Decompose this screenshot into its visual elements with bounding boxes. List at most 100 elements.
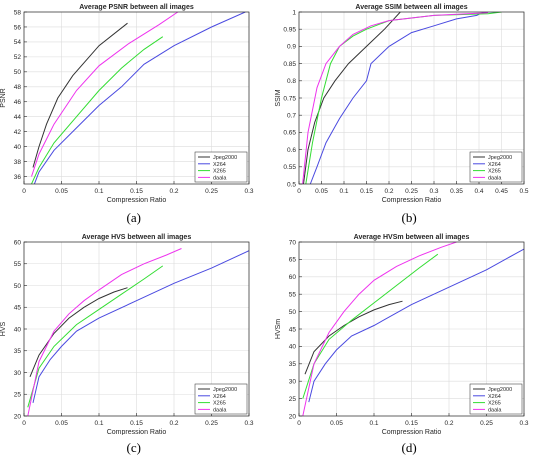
legend-entry: Jpeg2000 <box>213 387 237 393</box>
chart-svg: 0 0.05 0.1 0.15 0.2 0.25 0.3 0.35 0.4 0.45 0.5 0.5 0… <box>275 4 529 204</box>
y-tick-label: 60 <box>289 274 297 281</box>
y-tick-label: 30 <box>14 370 22 377</box>
y-tick-label: 40 <box>289 344 297 351</box>
y-tick-label: 30 <box>289 379 297 386</box>
y-tick-label: 0.65 <box>283 130 296 137</box>
y-tick-label: 0.6 <box>287 147 296 154</box>
y-axis-label: HVS <box>0 321 7 336</box>
y-tick-label: 25 <box>289 396 297 403</box>
y-tick-label: 40 <box>14 144 22 151</box>
y-tick-label: 1 <box>292 9 296 16</box>
series-line-jpeg2000 <box>29 287 128 377</box>
legend-entry: Jpeg2000 <box>488 387 512 393</box>
x-tick-label: 0.3 <box>244 188 253 195</box>
y-tick-label: 38 <box>14 159 22 166</box>
y-tick-label: 46 <box>14 99 22 106</box>
legend-entry: Jpeg2000 <box>213 155 237 161</box>
series-line-x264 <box>309 12 502 184</box>
x-tick-label: 0.1 <box>339 188 348 195</box>
legend-entry: X265 <box>488 401 501 407</box>
panel-label: (b) <box>401 210 417 225</box>
y-tick-label: 0.5 <box>287 181 296 188</box>
series-line-daala <box>27 248 182 416</box>
y-tick-label: 50 <box>289 309 297 316</box>
legend-entry: daala <box>488 175 502 181</box>
x-axis-label: Compression Ratio <box>382 197 442 204</box>
y-tick-label: 0.75 <box>283 95 296 102</box>
x-tick-label: 0.05 <box>55 188 68 195</box>
legend-entry: X265 <box>488 169 501 175</box>
chart-svg: 0 0.05 0.1 0.15 0.2 0.25 0.3 20 25 30 35 40 45 50 55 60… <box>0 234 254 435</box>
chart-svg: 0 0.05 0.1 0.15 0.2 0.25 0.3 36 38 40 42 44 46 48 50 52… <box>0 4 254 204</box>
x-tick-label: 0 <box>297 188 301 195</box>
y-tick-label: 35 <box>14 348 22 355</box>
y-axis-label: PSNR <box>0 88 7 107</box>
y-tick-label: 60 <box>14 239 22 246</box>
chart-title: Average HVSm between all images <box>354 234 470 241</box>
series-line-jpeg2000 <box>32 22 128 168</box>
series-line-jpeg2000 <box>303 12 401 184</box>
x-axis-label: Compression Ratio <box>107 197 167 204</box>
legend-entry: X264 <box>213 162 226 168</box>
chart-title: Average HVS between all images <box>82 234 192 241</box>
y-tick-label: 54 <box>14 39 22 46</box>
x-tick-label: 0.2 <box>384 188 393 195</box>
series-line-x264 <box>308 248 524 403</box>
series-line-x265 <box>31 36 164 184</box>
legend-entry: X264 <box>213 394 226 400</box>
legend-entry: daala <box>213 175 227 181</box>
x-tick-label: 0.1 <box>369 420 378 427</box>
legend-entry: X265 <box>213 401 226 407</box>
panel-label: (d) <box>401 440 417 455</box>
chart-panel-3: 0 0.05 0.1 0.15 0.2 0.25 0.3 20 25 30 35 40 45 50 55 60… <box>0 230 275 459</box>
x-tick-label: 0.15 <box>130 188 143 195</box>
panel-label: (c) <box>126 440 141 455</box>
x-tick-label: 0 <box>22 188 26 195</box>
y-tick-label: 50 <box>14 283 22 290</box>
y-tick-label: 25 <box>14 392 22 399</box>
series-line-daala <box>302 242 457 416</box>
series-line-daala <box>31 12 179 177</box>
x-tick-label: 0.2 <box>169 420 178 427</box>
x-tick-label: 0.1 <box>94 188 103 195</box>
series-line-jpeg2000 <box>304 300 403 375</box>
y-tick-label: 56 <box>14 24 22 31</box>
y-tick-label: 0.9 <box>287 44 296 51</box>
x-tick-label: 0.35 <box>450 188 463 195</box>
x-tick-label: 0.05 <box>330 420 343 427</box>
chart-panel-1: 0 0.05 0.1 0.15 0.2 0.25 0.3 36 38 40 42 44 46 48 50 52… <box>0 0 275 230</box>
x-tick-label: 0.25 <box>405 188 418 195</box>
y-tick-label: 36 <box>14 174 22 181</box>
y-tick-label: 0.85 <box>283 61 296 68</box>
x-axis-label: Compression Ratio <box>382 429 442 435</box>
y-tick-label: 40 <box>14 326 22 333</box>
chart-svg: 0 0.05 0.1 0.15 0.2 0.25 0.3 20 25 30 35 40 45 50 55 60… <box>275 234 529 435</box>
x-tick-label: 0 <box>22 420 26 427</box>
legend-entry: X264 <box>488 162 501 168</box>
y-tick-label: 65 <box>289 257 297 264</box>
x-tick-label: 0.25 <box>205 188 218 195</box>
x-tick-label: 0.3 <box>429 188 438 195</box>
y-tick-label: 45 <box>289 326 297 333</box>
x-tick-label: 0.5 <box>519 188 528 195</box>
x-tick-label: 0.05 <box>55 420 68 427</box>
panel-label: (a) <box>126 210 141 225</box>
y-tick-label: 45 <box>14 305 22 312</box>
x-tick-label: 0.25 <box>480 420 493 427</box>
x-tick-label: 0.3 <box>519 420 528 427</box>
x-axis-label: Compression Ratio <box>107 429 167 435</box>
legend-entry: daala <box>213 407 227 413</box>
x-tick-label: 0.3 <box>244 420 253 427</box>
x-tick-label: 0.25 <box>205 420 218 427</box>
x-tick-label: 0.2 <box>169 188 178 195</box>
y-tick-label: 42 <box>14 129 22 136</box>
chart-panel-2: 0 0.05 0.1 0.15 0.2 0.25 0.3 0.35 0.4 0.45 0.5 0.5 0… <box>275 0 550 230</box>
legend-entry: Jpeg2000 <box>488 155 512 161</box>
y-tick-label: 48 <box>14 84 22 91</box>
x-tick-label: 0.05 <box>315 188 328 195</box>
legend-entry: X264 <box>488 394 501 400</box>
y-tick-label: 58 <box>14 9 22 16</box>
series-line-daala <box>302 12 489 184</box>
